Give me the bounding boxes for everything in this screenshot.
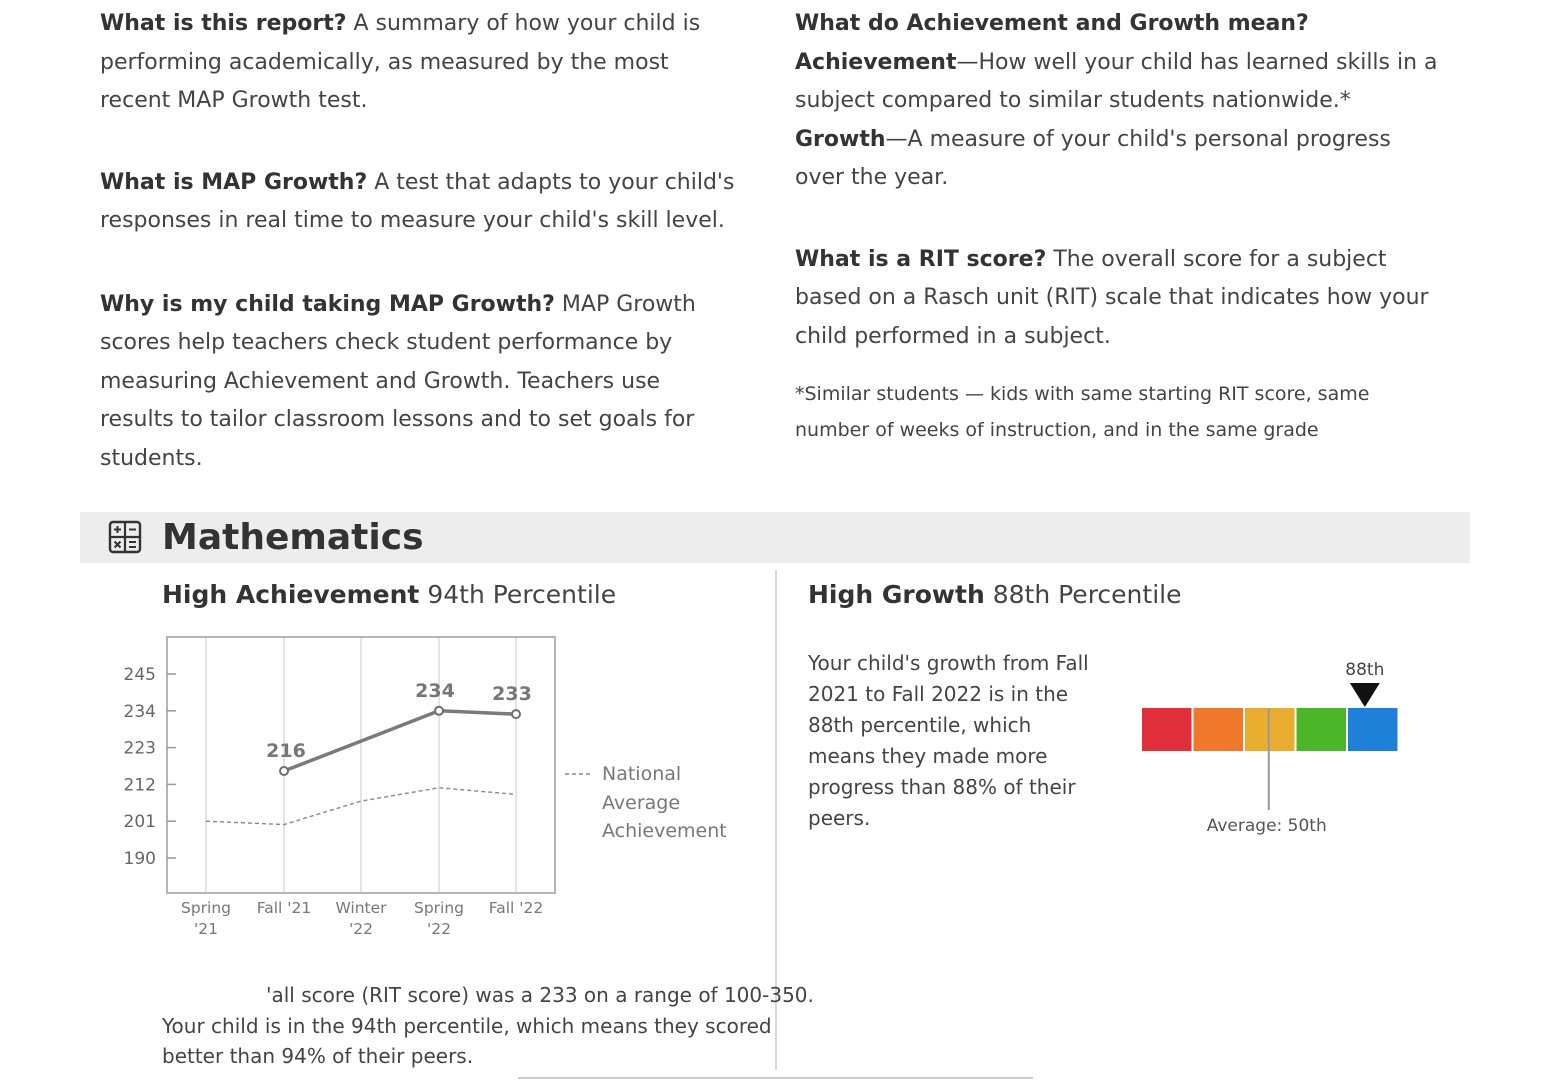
growth-bar-segment [1142, 708, 1192, 751]
growth-explanation: Your child's growth from Fall 2021 to Fa… [808, 651, 1089, 830]
faq-achievement-growth: What do Achievement and Growth mean? Ach… [795, 11, 1438, 190]
student-rit-point [434, 705, 444, 716]
faq-footnote: *Similar students — kids with same start… [795, 383, 1370, 441]
vertical-gridlines [205, 638, 517, 892]
growth-bar-segments [1142, 708, 1398, 751]
y-tick-label: 234 [124, 702, 156, 722]
growth-average-marker: Average: 50th [1207, 708, 1327, 836]
faq-why-taking: Why is my child taking MAP Growth? MAP G… [100, 291, 696, 471]
growth-bar-segment [1348, 708, 1398, 751]
growth-percentile-bar: 88th Average: 50th [1142, 660, 1398, 836]
achievement-line-chart: 245 234 223 212 201 190 Spring '21 Fall '21 Wint… [124, 636, 556, 938]
legend-line-1: National [602, 763, 682, 785]
growth-marker-label: 88th [1345, 660, 1384, 680]
achievement-heading: High Achievement 94th Percentile [162, 580, 617, 609]
student-rit-point [279, 766, 289, 777]
y-tick-label: 245 [124, 665, 156, 685]
national-average-series [205, 787, 517, 826]
x-tick-label: Winter '22 [335, 899, 387, 938]
achievement-text-line-1: 'all score (RIT score) was a 233 on a ra… [266, 983, 814, 1007]
growth-marker-triangle [1349, 683, 1380, 707]
y-tick-label: 201 [124, 812, 156, 832]
faq-what-is-map: What is MAP Growth? A test that adapts t… [100, 169, 735, 234]
y-tick-label: 190 [124, 849, 156, 869]
subject-header-band [80, 512, 1470, 563]
faq-left: What is this report? A summary of how yo… [100, 5, 740, 478]
achievement-text-line-2: Your child is in the 94th percentile, wh… [162, 1013, 772, 1038]
y-tick-label: 212 [124, 775, 156, 795]
svg-text:'22: '22 [349, 920, 373, 938]
svg-text:Fall '21: Fall '21 [257, 899, 312, 917]
svg-text:Winter: Winter [335, 899, 387, 917]
growth-marker: 88th [1345, 660, 1384, 707]
achievement-text-line-3: better than 94% of their peers. [162, 1044, 474, 1068]
y-axis-ticks: 245 234 223 212 201 190 [124, 665, 176, 869]
x-tick-label: Spring '22 [414, 899, 464, 938]
faq-right: What do Achievement and Growth mean? Ach… [795, 5, 1445, 448]
x-tick-label: Spring '21 [181, 899, 231, 938]
svg-text:'21: '21 [194, 920, 218, 938]
subject-title: Mathematics [162, 517, 424, 558]
legend-line-3: Achievement [602, 820, 727, 842]
legend-line-2: Average [602, 791, 681, 814]
x-tick-label: Fall '22 [489, 899, 544, 917]
growth-heading: High Growth 88th Percentile [808, 580, 1182, 609]
growth-bar-segment [1193, 708, 1243, 751]
growth-bar-segment [1296, 708, 1346, 751]
student-rit-label: 234 [415, 680, 455, 702]
student-rit-label: 233 [492, 683, 532, 705]
x-axis-ticks: Spring '21 Fall '21 Winter '22 Spring '22 Fall … [181, 899, 543, 938]
faq-rit-score: What is a RIT score? The overall score f… [795, 246, 1429, 349]
svg-text:Spring: Spring [414, 899, 464, 917]
student-rit-label: 216 [266, 740, 306, 762]
achievement-explanation: 'all score (RIT score) was a 233 on a ra… [162, 980, 814, 1072]
legend-dash-icon [565, 773, 591, 775]
x-tick-label: Fall '21 [257, 899, 312, 917]
chart-legend: National Average Achievement [565, 760, 727, 846]
growth-average-label: Average: 50th [1207, 816, 1327, 836]
bottom-rule [518, 1077, 1033, 1079]
svg-text:Fall '22: Fall '22 [489, 899, 544, 917]
faq-what-is-report: What is this report? A summary of how yo… [100, 11, 701, 113]
column-divider [775, 570, 777, 1070]
national-average-line [205, 787, 517, 826]
svg-text:Spring: Spring [181, 899, 231, 917]
svg-text:'22: '22 [427, 920, 451, 938]
y-tick-label: 223 [124, 739, 156, 759]
student-rit-series: 216 234 233 [266, 680, 532, 777]
student-rit-point [511, 709, 521, 720]
calculator-icon [108, 520, 142, 554]
